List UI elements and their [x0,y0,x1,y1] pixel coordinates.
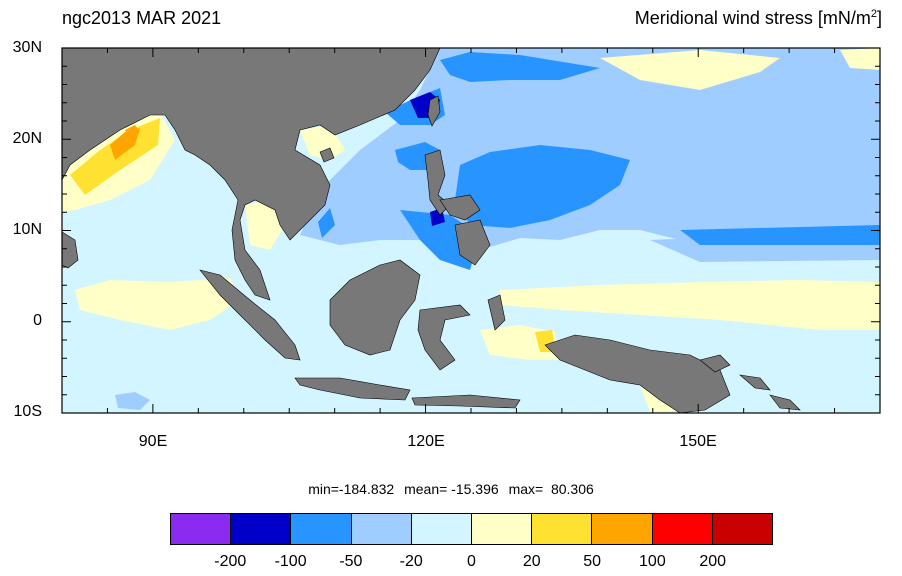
land-bismarck [699,354,731,373]
colorbar-box [532,514,593,544]
band-neg50-north [440,52,600,82]
band-pos0-thai [245,200,285,250]
variable-title: Meridional wind stress [mN/m2] [634,8,882,28]
colorbar-label: 200 [699,553,727,570]
land-solomon [739,374,801,411]
colorbar-label: -200 [214,553,247,570]
land-mindanao [454,219,491,266]
land-india-tip [62,231,79,269]
colorbar-box [712,514,773,544]
colorbar-box [592,514,653,544]
colorbar-box [411,514,473,544]
band-pos0-pac [500,280,880,330]
band-neg50-scs [318,208,335,238]
colorbar-box [171,514,232,544]
colorbar-box [652,514,713,544]
lat-label-20n: 20N [12,130,42,147]
band-neg50-east [455,145,630,228]
land-taiwan [427,95,441,127]
axis-ticks [61,47,881,414]
land-java [294,377,411,401]
colorbar-label: -20 [399,553,423,570]
colorbar-box [351,514,412,544]
land-sumatra [199,269,301,361]
colorbar-box [291,514,352,544]
band-pos0-ne [600,50,780,90]
band-pos0-corner [840,48,880,70]
land-sulawesi [417,304,471,371]
land-halmahera [487,294,506,331]
lat-label-10n: 10N [12,221,42,238]
colorbar-label: -100 [274,553,307,570]
colorbar-label: 50 [583,553,601,570]
colorbar-label: -50 [339,553,363,570]
band-pos0-io [75,278,240,330]
lat-label-30n: 30N [12,39,42,56]
lon-label-120e: 120E [407,433,445,450]
lon-label-150e: 150E [679,433,717,450]
lat-label-10s: 10S [13,403,42,420]
colorbar-box [472,514,533,544]
band-neg20-south [115,392,150,410]
stat-mean: mean= -15.396 [404,481,499,497]
land-borneo [329,259,421,356]
band-neg50-east2 [680,225,880,245]
colorbar [170,513,773,545]
stat-max: max= 80.306 [508,481,594,497]
band-pos50-bay2 [125,125,140,137]
land-lesser-sunda [411,394,521,409]
stats-line: min=-184.832 mean= -15.396 max= 80.306 [0,481,902,497]
colorbar-label: 20 [522,553,541,570]
colorbar-label: 100 [639,553,666,570]
colorbar-label: 0 [467,553,476,570]
lon-label-90e: 90E [138,433,168,450]
colorbar-box [231,514,292,544]
lat-label-0: 0 [33,312,42,329]
land-hainan [319,147,335,163]
land-asia-mainland [62,48,441,301]
land-new-guinea [544,334,731,413]
map-title: ngc2013 MAR 2021 [62,8,222,28]
band-pos50-bay [110,128,140,160]
land-visayas [439,194,481,221]
stat-min: min=-184.832 [308,481,395,497]
